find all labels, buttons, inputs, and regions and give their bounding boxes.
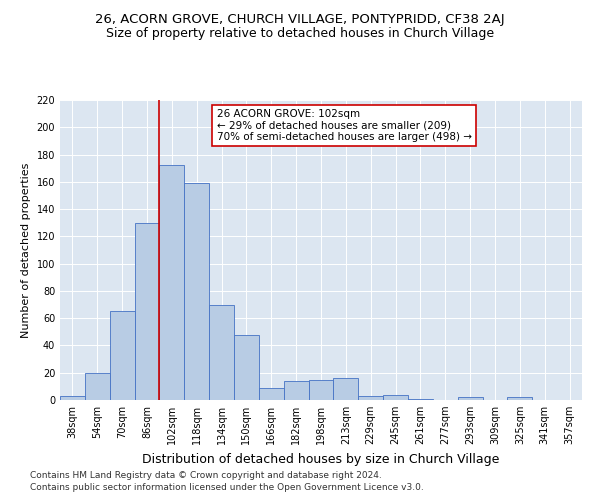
Bar bbox=[134, 222, 160, 400]
Bar bbox=[334, 378, 358, 400]
Bar bbox=[383, 394, 408, 400]
Bar bbox=[160, 166, 184, 400]
Text: Contains public sector information licensed under the Open Government Licence v3: Contains public sector information licen… bbox=[30, 484, 424, 492]
Bar bbox=[408, 398, 433, 400]
Text: 26, ACORN GROVE, CHURCH VILLAGE, PONTYPRIDD, CF38 2AJ: 26, ACORN GROVE, CHURCH VILLAGE, PONTYPR… bbox=[95, 12, 505, 26]
Bar bbox=[184, 183, 209, 400]
Bar bbox=[85, 372, 110, 400]
Text: Size of property relative to detached houses in Church Village: Size of property relative to detached ho… bbox=[106, 28, 494, 40]
Bar bbox=[458, 398, 482, 400]
Bar bbox=[308, 380, 334, 400]
Bar bbox=[60, 396, 85, 400]
Bar bbox=[358, 396, 383, 400]
Bar bbox=[110, 312, 134, 400]
Y-axis label: Number of detached properties: Number of detached properties bbox=[21, 162, 31, 338]
X-axis label: Distribution of detached houses by size in Church Village: Distribution of detached houses by size … bbox=[142, 452, 500, 466]
Bar bbox=[209, 304, 234, 400]
Text: Contains HM Land Registry data © Crown copyright and database right 2024.: Contains HM Land Registry data © Crown c… bbox=[30, 471, 382, 480]
Text: 26 ACORN GROVE: 102sqm
← 29% of detached houses are smaller (209)
70% of semi-de: 26 ACORN GROVE: 102sqm ← 29% of detached… bbox=[217, 109, 472, 142]
Bar bbox=[508, 398, 532, 400]
Bar bbox=[234, 334, 259, 400]
Bar bbox=[284, 381, 308, 400]
Bar bbox=[259, 388, 284, 400]
